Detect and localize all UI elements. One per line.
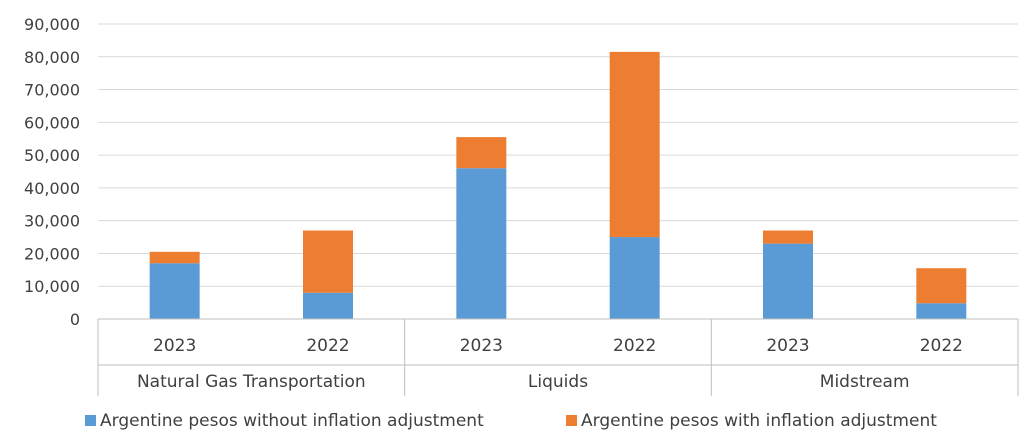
bars — [149, 51, 967, 319]
bar-segment-without-inflation — [456, 168, 507, 319]
legend: Argentine pesos without inflation adjust… — [85, 411, 937, 431]
bar-segment-without-inflation — [149, 263, 200, 319]
y-tick-label: 60,000 — [24, 113, 80, 132]
bar-segment-without-inflation — [303, 292, 353, 319]
legend-swatch-without-inflation — [85, 415, 96, 426]
group-label: Natural Gas Transportation — [137, 372, 366, 392]
category-label: 2022 — [306, 336, 349, 356]
bar-segment-with-inflation — [916, 268, 967, 304]
bar-segment-without-inflation — [763, 243, 813, 319]
y-axis-tick-labels: 0 10,000 20,000 30,000 40,000 50,000 60,000 70,… — [24, 15, 80, 329]
gridlines — [98, 23, 1018, 287]
y-tick-label: 90,000 — [24, 15, 80, 34]
bar-segment-with-inflation — [763, 230, 813, 244]
bar-segment-without-inflation — [609, 237, 660, 319]
y-tick-label: 40,000 — [24, 179, 80, 198]
y-tick-label: 50,000 — [24, 146, 80, 165]
legend-label-without-inflation: Argentine pesos without inflation adjust… — [100, 411, 484, 431]
y-tick-label: 0 — [70, 310, 80, 329]
category-label: 2023 — [153, 336, 196, 356]
y-tick-label: 20,000 — [24, 244, 80, 263]
legend-swatch-with-inflation — [566, 415, 577, 426]
legend-label-with-inflation: Argentine pesos with inflation adjustmen… — [581, 411, 937, 431]
bar-segment-with-inflation — [609, 51, 660, 238]
category-axis: 2023 2022 2023 2022 2023 2022 Natural Gas Tran… — [97, 318, 1019, 396]
y-tick-label: 30,000 — [24, 212, 80, 231]
category-label: 2023 — [460, 336, 503, 356]
bar-segment-without-inflation — [916, 303, 967, 319]
category-label: 2023 — [766, 336, 809, 356]
group-label: Liquids — [528, 372, 588, 392]
bar-segment-with-inflation — [149, 251, 200, 264]
group-label: Midstream — [820, 372, 910, 392]
y-tick-label: 80,000 — [24, 48, 80, 67]
category-label: 2022 — [920, 336, 963, 356]
bar-segment-with-inflation — [456, 137, 507, 169]
bar-segment-with-inflation — [303, 230, 353, 293]
category-label: 2022 — [613, 336, 656, 356]
y-tick-label: 10,000 — [24, 277, 80, 296]
y-tick-label: 70,000 — [24, 81, 80, 100]
